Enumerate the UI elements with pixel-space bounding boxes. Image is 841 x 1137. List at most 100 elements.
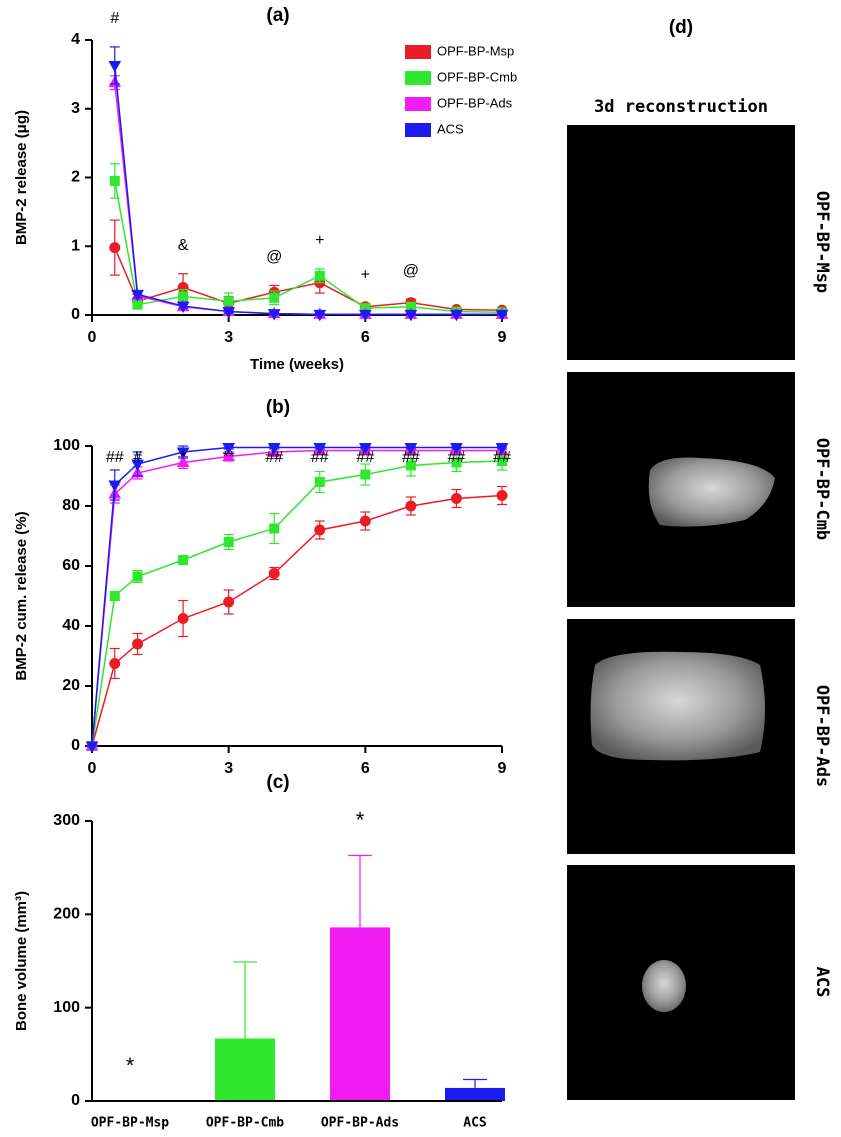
y-tick-label: 100 (53, 999, 80, 1016)
error-bar (348, 856, 372, 928)
annotation: ## (356, 449, 374, 466)
bar (215, 1038, 275, 1101)
series-line (92, 461, 502, 746)
error-bar (463, 1080, 487, 1088)
legend-label: OPF-BP-Ads (437, 95, 513, 110)
marker (497, 491, 507, 501)
annotation: ## (493, 449, 511, 466)
series-line (115, 181, 502, 312)
y-axis-label: Bone volume (mm³) (13, 891, 30, 1031)
legend-label: ACS (437, 121, 464, 136)
chart-title: (b) (266, 397, 290, 418)
annotation: ## (106, 449, 124, 466)
marker (270, 293, 279, 302)
legend-swatch (405, 71, 431, 85)
marker (224, 297, 233, 306)
x-tick-label: 3 (224, 329, 233, 346)
panel-d: (d) 3d reconstruction OPF-BP-Msp OPF-BP-… (567, 17, 832, 1100)
y-tick-label: 100 (53, 437, 80, 454)
annotation: * (180, 449, 186, 466)
series-line (92, 451, 502, 747)
annotation: @ (403, 262, 419, 279)
marker (179, 292, 188, 301)
image-label: OPF-BP-Ads (812, 685, 832, 787)
panel-header: 3d reconstruction (594, 97, 768, 117)
annotation: + (315, 232, 324, 249)
y-tick-label: 0 (71, 306, 80, 323)
y-tick-label: 60 (62, 557, 80, 574)
marker (133, 639, 143, 649)
annotation: ## (448, 449, 466, 466)
chart-title: (c) (266, 772, 289, 793)
marker (110, 243, 120, 253)
y-tick-label: 0 (71, 737, 80, 754)
x-tick-label: ACS (463, 1116, 487, 1131)
panel-title: (d) (669, 17, 693, 38)
legend-swatch (405, 123, 431, 137)
image-label: ACS (812, 967, 832, 998)
scaffold-shape (642, 960, 686, 1012)
annotation: ** (222, 449, 234, 466)
x-tick-label: 0 (88, 760, 97, 777)
marker (178, 614, 188, 624)
x-tick-label: OPF-BP-Cmb (206, 1116, 284, 1131)
marker (270, 524, 279, 533)
annotation: # (110, 10, 119, 27)
annotation: * (356, 807, 365, 832)
marker (109, 61, 120, 71)
marker (451, 494, 461, 504)
marker (224, 597, 234, 607)
series-line (92, 496, 502, 747)
marker (133, 572, 142, 581)
marker (179, 556, 188, 565)
annotation: ## (311, 449, 329, 466)
image-label: OPF-BP-Msp (812, 191, 832, 293)
x-tick-label: 9 (498, 329, 507, 346)
bar (445, 1088, 505, 1101)
legend-label: OPF-BP-Msp (437, 43, 514, 58)
page: (d) 3d reconstruction OPF-BP-Msp OPF-BP-… (0, 0, 841, 1132)
series-line (115, 83, 502, 315)
legend-swatch (405, 45, 431, 59)
figure: (d) 3d reconstruction OPF-BP-Msp OPF-BP-… (0, 0, 841, 1132)
marker (110, 659, 120, 669)
x-tick-label: 6 (361, 329, 370, 346)
marker (406, 501, 416, 511)
x-tick-label: 9 (498, 760, 507, 777)
annotation: ## (402, 449, 420, 466)
y-tick-label: 300 (53, 812, 80, 829)
y-tick-label: 80 (62, 497, 80, 514)
chart-title: (a) (266, 5, 289, 26)
marker (315, 478, 324, 487)
marker (315, 525, 325, 535)
y-tick-label: 4 (71, 31, 80, 48)
y-tick-label: 2 (71, 169, 80, 186)
reconstruction-image (567, 125, 795, 360)
marker (360, 516, 370, 526)
x-tick-label: OPF-BP-Ads (321, 1116, 399, 1131)
annotation: * (126, 1053, 135, 1078)
y-tick-label: 40 (62, 617, 80, 634)
series-line (115, 248, 502, 311)
y-axis-label: BMP-2 cum. release (%) (13, 511, 30, 680)
annotation: # (133, 449, 142, 466)
series-line (92, 448, 502, 747)
y-tick-label: 3 (71, 100, 80, 117)
annotation: ## (265, 449, 283, 466)
marker (269, 569, 279, 579)
x-tick-label: 3 (224, 760, 233, 777)
legend-label: OPF-BP-Cmb (437, 69, 517, 84)
x-tick-label: 6 (361, 760, 370, 777)
y-tick-label: 0 (71, 1092, 80, 1109)
image-label: OPF-BP-Cmb (812, 438, 832, 540)
scaffold-shape (591, 652, 765, 761)
legend-swatch (405, 97, 431, 111)
marker (315, 271, 324, 280)
annotation: & (178, 237, 189, 254)
x-tick-label: OPF-BP-Msp (91, 1116, 169, 1131)
marker (361, 470, 370, 479)
marker (110, 592, 119, 601)
x-tick-label: 0 (88, 329, 97, 346)
y-tick-label: 200 (53, 906, 80, 923)
y-axis-label: BMP-2 release (μg) (13, 110, 30, 245)
